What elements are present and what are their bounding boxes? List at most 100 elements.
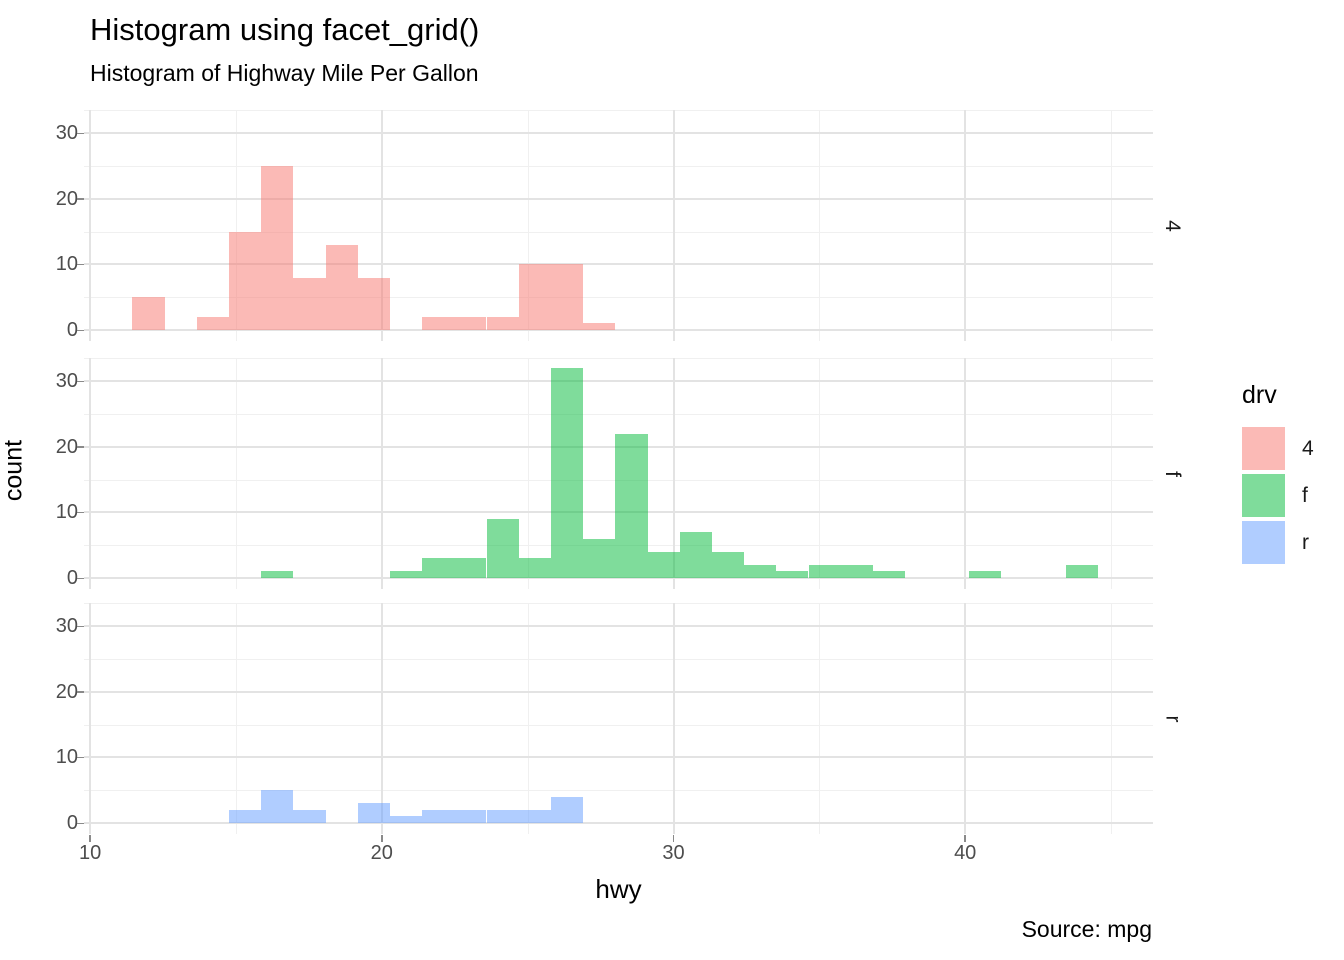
gridline-y-major [84, 329, 1153, 331]
gridline-x-minor [1111, 358, 1113, 589]
y-tick-label: 20 [55, 435, 78, 458]
y-tick-mark [77, 511, 84, 514]
histogram-bar [228, 809, 262, 823]
histogram-bar [357, 803, 390, 823]
panel-top-line [84, 358, 1153, 359]
histogram-bar [808, 564, 841, 578]
histogram-bar [550, 368, 583, 578]
facet-strip-text: f [1161, 470, 1184, 477]
histogram-bar [325, 244, 358, 330]
histogram-bar [712, 551, 745, 578]
gridline-y-minor [84, 659, 1153, 660]
gridline-x-major [964, 358, 967, 589]
histogram-bar [550, 796, 583, 823]
y-tick-label: 30 [55, 370, 78, 393]
x-axis-title: hwy [595, 874, 642, 904]
y-tick-mark [77, 329, 84, 331]
x-tick-mark [964, 834, 966, 842]
x-tick-label: 20 [370, 842, 393, 864]
x-tick-label: 10 [78, 842, 102, 864]
gridline-x-minor [819, 358, 821, 589]
y-tick-label: 20 [55, 187, 78, 210]
gridline-y-major [84, 132, 1153, 135]
facet-strip-label-4: 4 [1157, 110, 1187, 341]
histogram-bar [357, 277, 390, 330]
legend-swatch [1242, 427, 1285, 470]
gridline-x-minor [527, 603, 529, 834]
gridline-x-major [89, 110, 92, 341]
facet-panel-r [84, 603, 1153, 834]
y-tick-mark [77, 822, 84, 824]
facet-strip-label-r: r [1157, 603, 1187, 834]
gridline-x-minor [527, 358, 529, 589]
histogram-bar [840, 564, 873, 578]
y-tick-mark [77, 132, 84, 135]
gridline-x-minor [235, 603, 237, 834]
legend-swatch [1242, 521, 1285, 564]
gridline-y-major [84, 263, 1153, 266]
histogram-bar [872, 571, 905, 578]
y-tick-label: 10 [55, 253, 78, 276]
histogram-bar [518, 809, 551, 823]
histogram-bar [196, 316, 230, 330]
gridline-x-minor [1111, 603, 1113, 834]
facet-panel-f [84, 358, 1153, 589]
x-tick-label: 30 [662, 842, 685, 864]
y-tick-label: 20 [55, 680, 78, 703]
facet-panel-4 [84, 110, 1153, 341]
histogram-bar [679, 532, 712, 578]
legend-entry-r: r [1242, 521, 1314, 564]
x-tick-label: 40 [954, 842, 977, 864]
y-tick-label: 10 [55, 501, 78, 524]
gridline-x-minor [819, 110, 821, 341]
gridline-y-minor [84, 790, 1153, 792]
gridline-x-major [380, 110, 383, 341]
histogram-bar [647, 551, 680, 578]
gridline-x-major [672, 603, 675, 834]
facet-strip-text: r [1161, 715, 1184, 722]
y-axis-title: count [0, 439, 28, 502]
gridline-x-major [89, 358, 92, 589]
histogram-bar [550, 264, 583, 330]
legend-swatch [1242, 474, 1285, 517]
gridline-y-major [84, 625, 1153, 628]
gridline-x-major [964, 110, 967, 341]
histogram-bar [583, 538, 616, 578]
histogram-bar [293, 277, 326, 330]
gridline-y-minor [84, 414, 1153, 415]
y-tick-label: 30 [55, 122, 78, 145]
plot-subtitle: Histogram of Highway Mile Per Gallon [90, 60, 479, 86]
histogram-bar [744, 564, 777, 578]
histogram-bar [261, 571, 294, 578]
histogram-bar [1065, 564, 1098, 578]
gridline-y-major [84, 756, 1153, 759]
panel-top-line [84, 110, 1153, 111]
histogram-bar [518, 264, 551, 330]
histogram-bar [261, 166, 294, 330]
gridline-y-major [84, 197, 1153, 200]
legend-label: r [1302, 530, 1309, 554]
gridline-x-major [380, 358, 383, 589]
y-tick-mark [77, 625, 84, 628]
plot-title: Histogram using facet_grid() [90, 12, 480, 47]
facet-strip-label-f: f [1157, 358, 1187, 589]
histogram-bar [776, 571, 809, 578]
y-tick-label: 10 [55, 746, 78, 769]
histogram-bar [422, 316, 455, 330]
gridline-x-major [380, 603, 383, 834]
facet-strip-text: 4 [1161, 219, 1184, 232]
histogram-bar [486, 316, 519, 330]
y-tick-mark [77, 380, 84, 383]
histogram-bar [486, 809, 519, 823]
histogram-bar [454, 809, 487, 823]
gridline-x-major [672, 358, 675, 589]
gridline-y-major [84, 822, 1153, 824]
gridline-y-minor [84, 297, 1153, 299]
legend-label: f [1302, 483, 1308, 507]
x-tick-mark [89, 834, 91, 842]
histogram-bar [132, 297, 165, 330]
histogram-bar [389, 816, 423, 823]
legend-label: 4 [1302, 436, 1314, 460]
